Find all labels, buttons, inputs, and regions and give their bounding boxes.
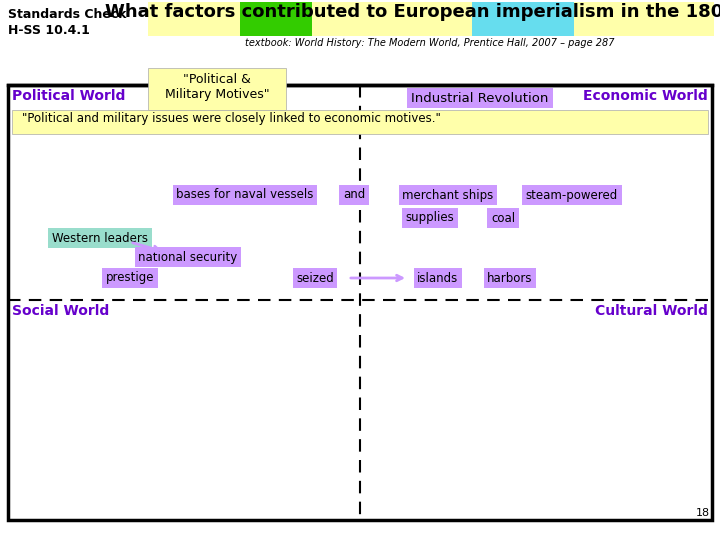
Text: textbook: World History: The Modern World, Prentice Hall, 2007 – page 287: textbook: World History: The Modern Worl… [246, 38, 615, 48]
Text: "Political &: "Political & [183, 73, 251, 86]
Bar [148, 68, 286, 110]
Text: Western leaders: Western leaders [52, 232, 148, 245]
Bar [472, 2, 574, 36]
Text: and: and [343, 188, 365, 201]
Text: national security: national security [138, 251, 238, 264]
Bar [8, 85, 712, 520]
Text: seized: seized [296, 272, 334, 285]
Text: Cultural World: Cultural World [595, 304, 708, 318]
Bar [148, 2, 714, 36]
Text: Political World: Political World [12, 89, 125, 103]
Text: What factors contributed to European imperialism in the 1800s?: What factors contributed to European imp… [105, 3, 720, 21]
Text: supplies: supplies [405, 212, 454, 225]
Text: bases for naval vessels: bases for naval vessels [176, 188, 314, 201]
Bar [12, 110, 708, 134]
Text: Military Motives": Military Motives" [165, 88, 269, 101]
Text: H-SS 10.4.1: H-SS 10.4.1 [8, 24, 90, 37]
Text: islands: islands [418, 272, 459, 285]
Text: prestige: prestige [106, 272, 154, 285]
Text: merchant ships: merchant ships [402, 188, 494, 201]
Text: Industrial Revolution: Industrial Revolution [411, 91, 549, 105]
Text: "Political and military issues were closely linked to economic motives.": "Political and military issues were clos… [22, 112, 441, 125]
Text: 18: 18 [696, 508, 710, 518]
Text: Social World: Social World [12, 304, 109, 318]
Text: steam-powered: steam-powered [526, 188, 618, 201]
Bar [240, 2, 312, 36]
Text: harbors: harbors [487, 272, 533, 285]
Text: Economic World: Economic World [583, 89, 708, 103]
Text: coal: coal [491, 212, 515, 225]
Text: Standards Check: Standards Check [8, 8, 127, 21]
